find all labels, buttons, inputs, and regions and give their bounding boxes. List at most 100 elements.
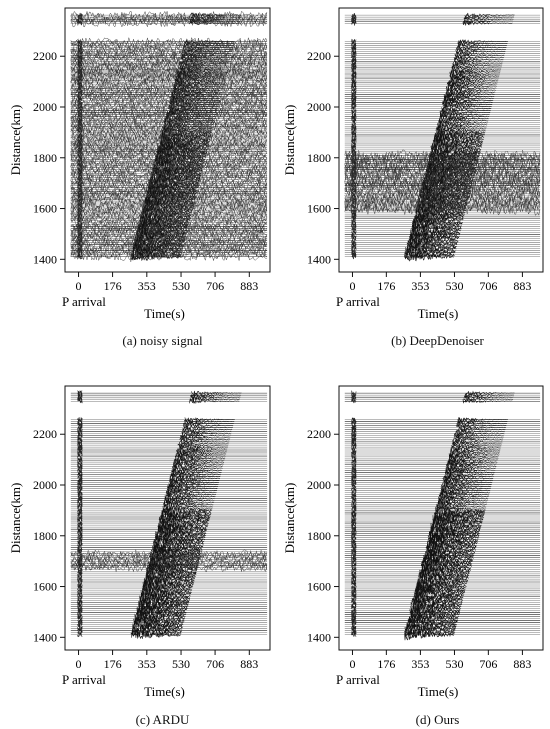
noise xyxy=(70,10,268,20)
early-arrival xyxy=(77,450,83,458)
p-wave xyxy=(169,476,220,485)
p-wave xyxy=(452,59,503,65)
noise xyxy=(70,219,268,229)
p-wave xyxy=(432,138,483,148)
early-arrival xyxy=(351,481,357,487)
p-wave xyxy=(430,147,481,158)
p-wave xyxy=(181,52,232,58)
early-arrival xyxy=(351,229,357,235)
p-wave xyxy=(447,81,498,88)
noise xyxy=(70,178,268,188)
p-wave xyxy=(169,475,220,482)
p-wave xyxy=(457,40,508,47)
noise xyxy=(70,553,268,562)
p-wave xyxy=(431,521,482,533)
p-wave xyxy=(436,503,487,511)
p-wave xyxy=(444,470,495,479)
early-arrival xyxy=(351,12,357,18)
x-tick-label: 0 xyxy=(349,279,355,293)
noise xyxy=(70,250,268,259)
x-tick-label: 0 xyxy=(349,657,355,671)
early-arrival xyxy=(351,19,357,24)
early-arrival xyxy=(351,512,357,518)
early-arrival xyxy=(351,121,357,128)
early-arrival xyxy=(351,140,357,146)
early-arrival xyxy=(351,597,357,604)
p-wave xyxy=(430,527,481,537)
early-arrival xyxy=(351,435,357,441)
early-arrival xyxy=(351,431,357,437)
p-wave xyxy=(152,540,204,551)
p-wave xyxy=(163,120,214,129)
waveform-traces xyxy=(70,10,268,262)
early-arrival xyxy=(351,422,357,428)
p-wave xyxy=(191,390,242,396)
x-tick-label: 883 xyxy=(240,657,258,671)
p-wave xyxy=(181,430,232,437)
p-wave xyxy=(441,105,492,112)
early-arrival xyxy=(77,459,83,465)
p-wave xyxy=(182,427,233,433)
panel-c: 0 176 353 530 706 883 1400 1600 1800 2000 2200 Dist… xyxy=(8,385,271,699)
early-arrival xyxy=(351,89,357,95)
early-arrival xyxy=(351,589,357,595)
early-arrival xyxy=(351,538,357,544)
early-arrival xyxy=(351,551,357,557)
early-arrival xyxy=(351,98,357,103)
caption-c: (c) ARDU xyxy=(135,712,190,727)
p-wave xyxy=(463,394,514,400)
noise xyxy=(70,112,268,122)
p-wave xyxy=(439,492,490,499)
p-wave xyxy=(457,420,507,427)
early-arrival xyxy=(77,599,83,606)
y-tick-label: 2000 xyxy=(307,100,331,114)
panel-b: 0 176 353 530 706 883 1400 1600 1800 2000 2200 Dist… xyxy=(282,7,544,321)
early-arrival xyxy=(351,548,357,555)
noise xyxy=(70,246,268,256)
p-wave xyxy=(456,45,507,51)
p-wave xyxy=(449,71,500,80)
early-arrival xyxy=(351,517,357,523)
p-wave xyxy=(432,515,483,527)
p-wave xyxy=(450,66,501,74)
p-wave xyxy=(448,76,499,86)
waveform-traces xyxy=(70,390,268,640)
p-wave xyxy=(437,496,488,505)
p-wave xyxy=(134,616,185,626)
p-wave xyxy=(165,490,217,498)
early-arrival xyxy=(77,394,83,400)
early-arrival xyxy=(77,445,83,450)
y-tick-label: 1800 xyxy=(33,529,57,543)
early-arrival xyxy=(351,531,357,536)
early-arrival xyxy=(77,209,83,215)
p-wave xyxy=(443,475,494,484)
p-wave xyxy=(407,618,458,629)
early-arrival xyxy=(77,495,83,501)
p-wave xyxy=(137,604,188,614)
p-wave xyxy=(407,240,458,250)
p-wave xyxy=(175,72,227,79)
waveform-traces xyxy=(344,12,541,262)
early-arrival xyxy=(77,450,83,455)
early-arrival xyxy=(351,461,357,466)
p-wave xyxy=(433,136,484,147)
p-wave xyxy=(138,597,190,607)
early-arrival xyxy=(351,486,357,492)
early-arrival xyxy=(77,522,83,528)
early-arrival xyxy=(351,443,357,448)
early-arrival xyxy=(77,427,83,434)
early-arrival xyxy=(351,395,357,401)
noise xyxy=(70,160,268,170)
noise xyxy=(344,149,541,162)
noise xyxy=(70,116,268,126)
panel-d: 0 176 353 530 706 883 1400 1600 1800 2000 2200 Dist… xyxy=(282,385,544,699)
p-wave xyxy=(445,89,496,97)
noise xyxy=(70,73,268,83)
p-wave xyxy=(441,483,492,492)
p-wave xyxy=(177,444,228,451)
y-tick-label: 1600 xyxy=(307,202,331,216)
p-wave xyxy=(420,187,471,197)
p-wave xyxy=(464,12,515,18)
p-wave xyxy=(153,539,204,549)
